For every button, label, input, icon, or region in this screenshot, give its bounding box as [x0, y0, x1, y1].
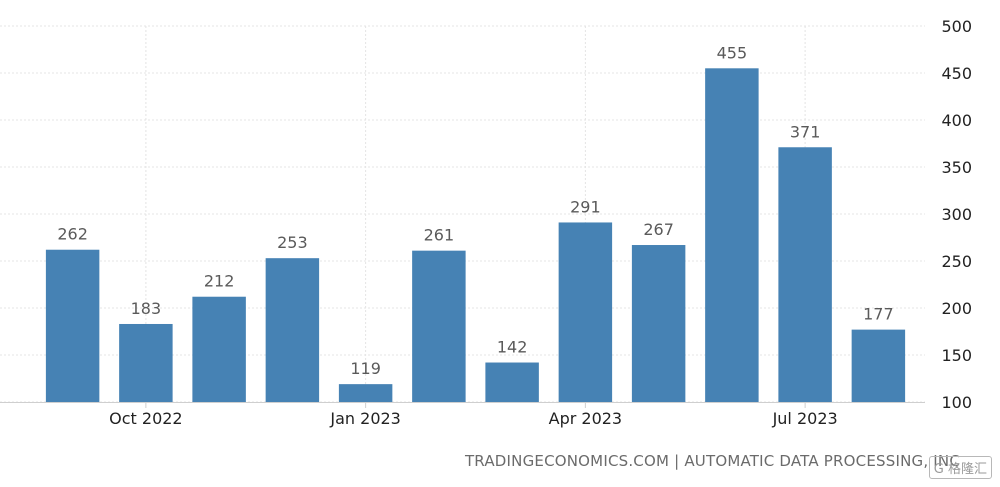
data-label: 183	[131, 299, 162, 318]
y-tick-label: 300	[941, 205, 972, 224]
bar	[851, 329, 906, 402]
bar	[705, 68, 759, 403]
data-label: 291	[570, 197, 601, 216]
y-tick-label: 500	[941, 17, 972, 36]
data-label: 262	[57, 225, 88, 244]
bar	[485, 362, 539, 402]
data-label: 267	[643, 220, 674, 239]
x-tick-label: Apr 2023	[549, 409, 622, 428]
bar	[192, 296, 246, 402]
data-label: 142	[497, 338, 528, 357]
data-label: 261	[424, 226, 455, 245]
bar	[119, 323, 173, 402]
data-label: 371	[790, 122, 821, 141]
bar	[338, 384, 393, 402]
x-tick-label: Oct 2022	[109, 409, 182, 428]
source-attribution: TRADINGECONOMICS.COM | AUTOMATIC DATA PR…	[464, 452, 960, 470]
x-tick-label: Jan 2023	[329, 409, 400, 428]
y-tick-label: 450	[941, 64, 972, 83]
data-label: 455	[717, 43, 748, 62]
bar	[778, 147, 832, 402]
bar	[45, 249, 100, 402]
bar	[265, 258, 320, 402]
y-tick-label: 150	[941, 346, 972, 365]
data-label: 253	[277, 233, 308, 252]
bar	[412, 250, 466, 402]
data-label: 177	[863, 305, 894, 324]
watermark-logo: G 格隆汇	[928, 456, 992, 479]
y-tick-label: 200	[941, 299, 972, 318]
y-tick-label: 350	[941, 158, 972, 177]
x-tick-label: Jul 2023	[772, 409, 838, 428]
data-label: 119	[350, 359, 381, 378]
data-label: 212	[204, 272, 235, 291]
bar	[558, 222, 613, 402]
y-tick-label: 400	[941, 111, 972, 130]
bar	[631, 245, 686, 402]
y-tick-label: 250	[941, 252, 972, 271]
y-tick-label: 100	[941, 393, 972, 412]
